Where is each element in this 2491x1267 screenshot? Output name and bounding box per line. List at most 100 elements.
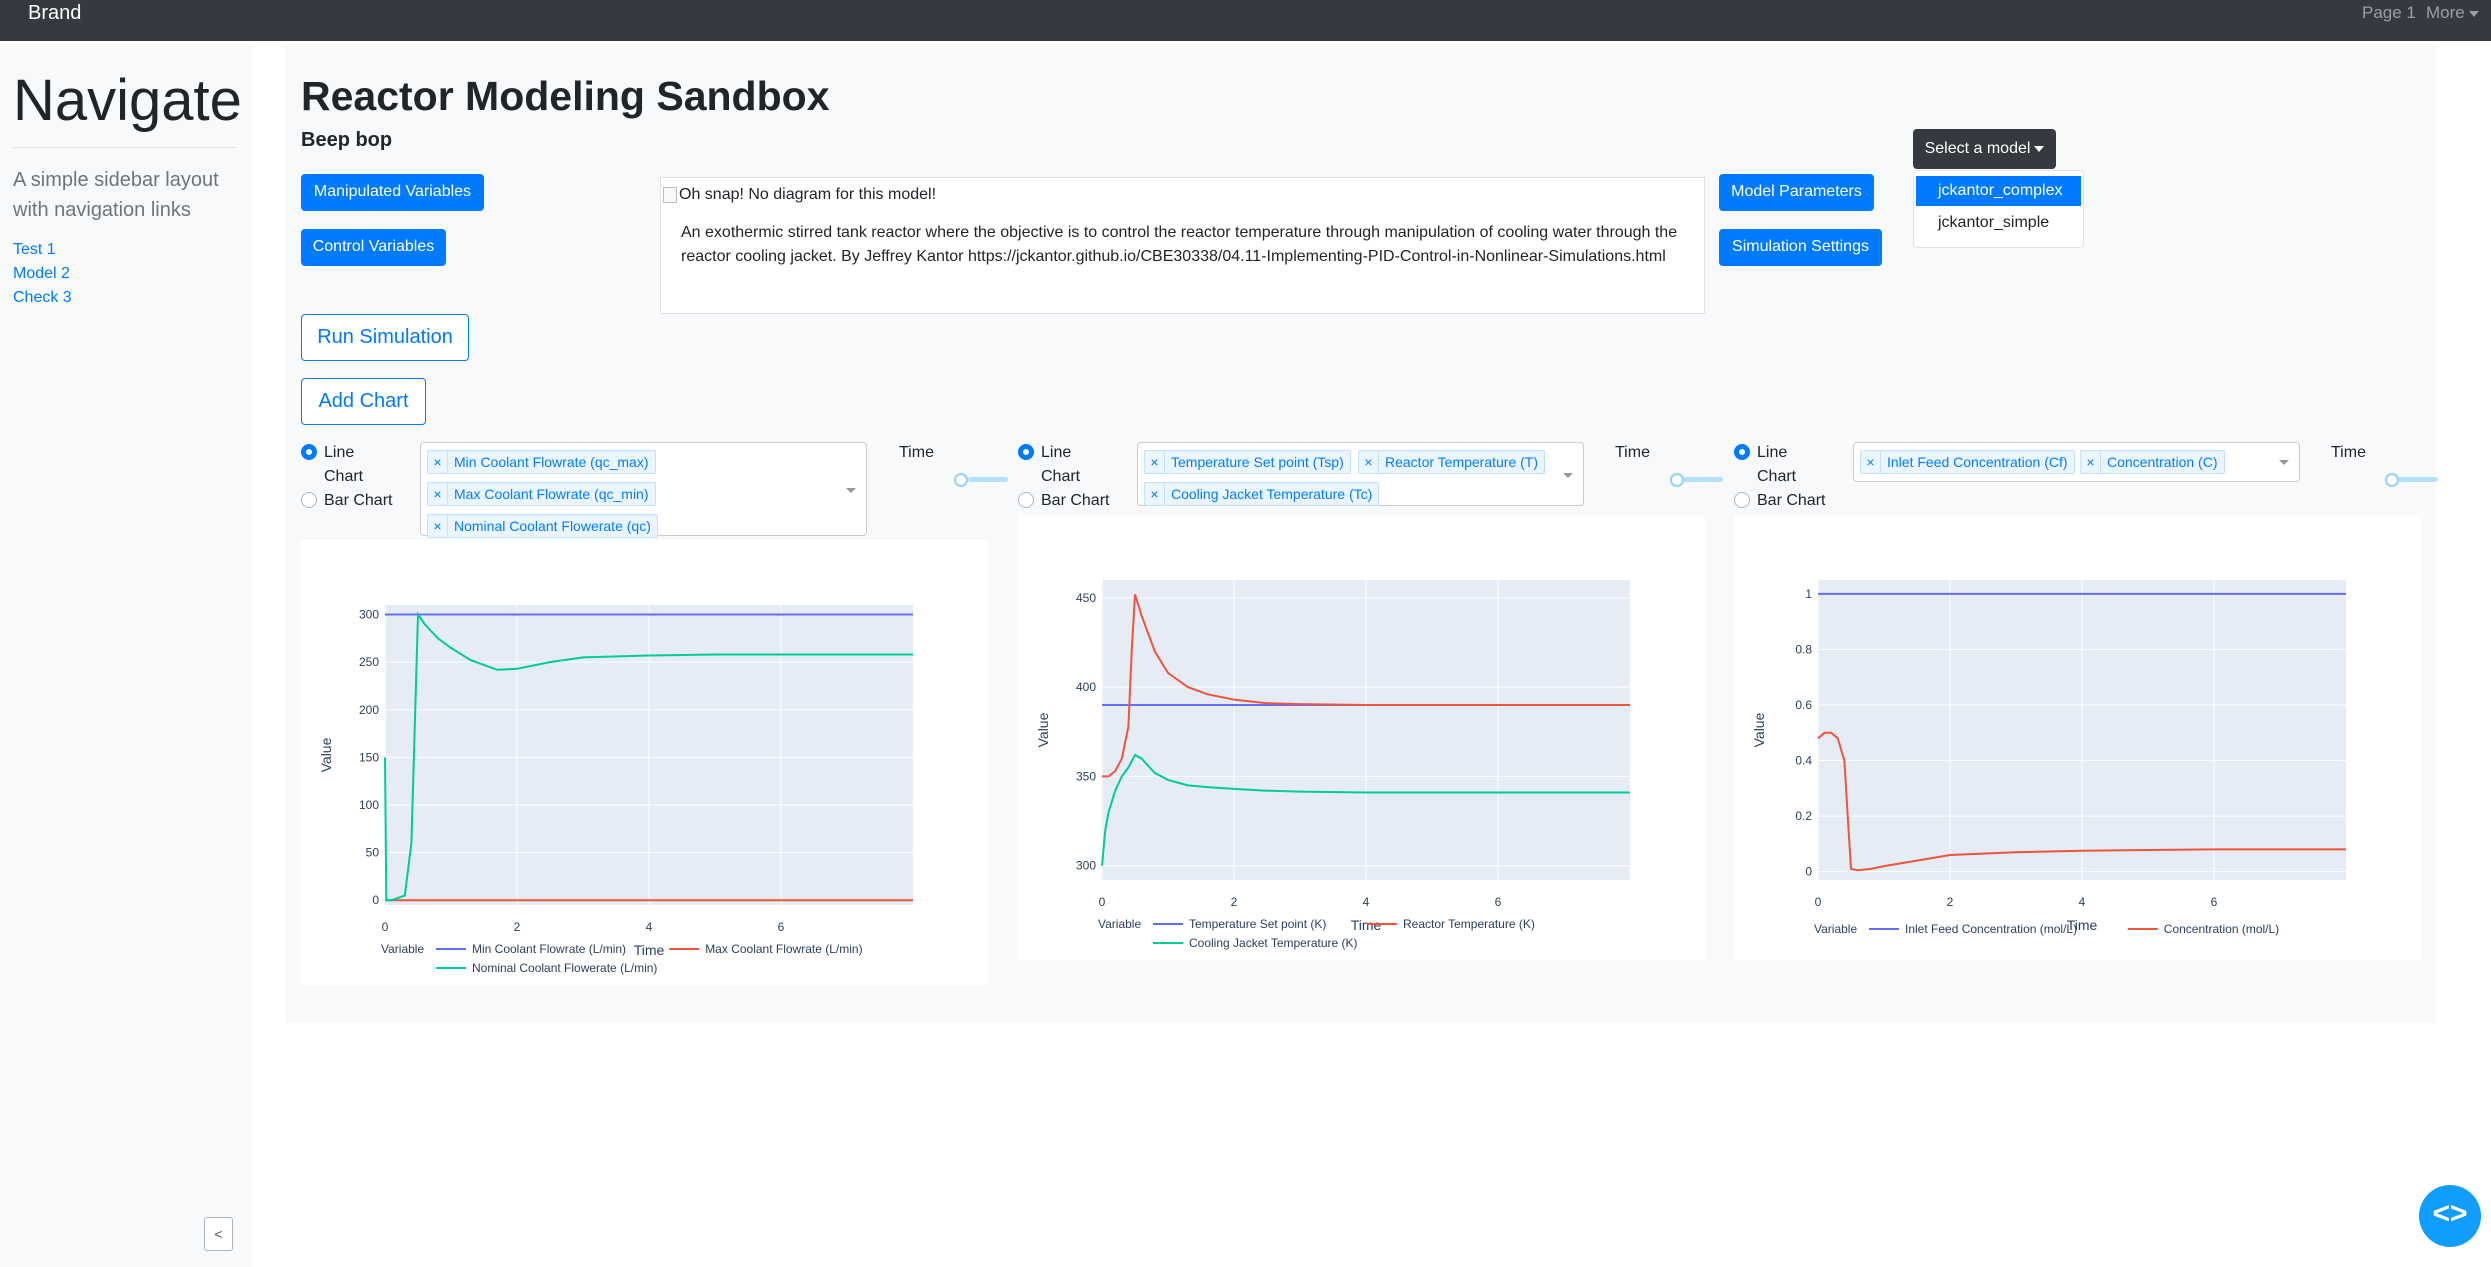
legend-item-label[interactable]: Max Coolant Flowrate (L/min) (705, 942, 862, 956)
radio-bar-label-2: Bar Chart (1041, 492, 1110, 509)
variable-tag[interactable]: × Max Coolant Flowrate (qc_min) (427, 482, 656, 506)
remove-tag-icon[interactable]: × (1359, 451, 1379, 473)
radio-bar-chart-2[interactable] (1018, 492, 1034, 508)
x-tick-label: 4 (2079, 895, 2086, 909)
variable-tag[interactable]: × Nominal Coolant Flowerate (qc) (427, 514, 658, 538)
x-tick-label: 2 (1947, 895, 1954, 909)
variable-tag[interactable]: × Inlet Feed Concentration (Cf) (1860, 450, 2075, 474)
series-line-1[interactable] (1817, 731, 2346, 872)
y-tick-label: 100 (359, 798, 379, 812)
sidebar-link-test-1[interactable]: Test 1 (13, 241, 56, 258)
x-tick-label: 4 (646, 920, 653, 934)
manipulated-variables-button[interactable]: Manipulated Variables (301, 174, 484, 211)
variable-tag[interactable]: × Concentration (C) (2080, 450, 2225, 474)
x-tick-label: 2 (1231, 895, 1238, 909)
brand-link[interactable]: Brand (28, 2, 82, 24)
series-line-2[interactable] (384, 611, 913, 902)
remove-tag-icon[interactable]: × (1145, 483, 1165, 505)
chevron-down-icon (2468, 10, 2479, 17)
model-parameters-button[interactable]: Model Parameters (1719, 174, 1874, 211)
page-subtitle: Beep bop (301, 129, 393, 151)
model-dropdown-menu: jckantor_complex jckantor_simple (1913, 170, 2084, 248)
x-tick-label: 0 (1099, 895, 1106, 909)
variable-tag[interactable]: × Min Coolant Flowrate (qc_max) (427, 450, 656, 474)
x-axis-label: Time (1351, 917, 1382, 933)
radio-bar-chart-3[interactable] (1734, 492, 1750, 508)
remove-tag-icon[interactable]: × (428, 515, 448, 537)
time-slider-label-1: Time (899, 444, 934, 461)
temperature-chart[interactable]: 0 2 4 6 300 350 400 450 Time Value Variable Tempera… (1018, 515, 1705, 960)
time-slider-handle-2[interactable] (1670, 473, 1684, 487)
chevron-down-icon[interactable] (2279, 460, 2289, 465)
y-tick-label: 1 (1805, 587, 1812, 601)
y-tick-label: 150 (359, 750, 379, 764)
diagram-alt-text: Oh snap! No diagram for this model! (679, 186, 937, 203)
legend-item-label[interactable]: Cooling Jacket Temperature (K) (1189, 936, 1358, 950)
nav-page1-link[interactable]: Page 1 (2362, 3, 2416, 22)
remove-tag-icon[interactable]: × (428, 483, 448, 505)
time-slider-track-3[interactable] (2398, 477, 2438, 482)
remove-tag-icon[interactable]: × (1145, 451, 1165, 473)
page-title: Reactor Modeling Sandbox (301, 73, 830, 119)
model-option-jckantor-complex[interactable]: jckantor_complex (1916, 176, 2081, 206)
sidebar-link-model-2[interactable]: Model 2 (13, 265, 70, 282)
variable-multiselect-2[interactable]: × Temperature Set point (Tsp) × Reactor Te… (1137, 442, 1584, 506)
radio-line-chart-3[interactable] (1734, 444, 1750, 460)
radio-line-chart-1[interactable] (301, 444, 317, 460)
model-option-jckantor-simple[interactable]: jckantor_simple (1938, 214, 2050, 231)
series-line-2[interactable] (1101, 753, 1630, 866)
legend-item-label[interactable]: Inlet Feed Concentration (mol/L) (1905, 922, 2077, 936)
radio-line-label-2: Line Chart (1041, 444, 1081, 485)
model-description: An exothermic stirred tank reactor where… (681, 224, 1678, 265)
variable-multiselect-1[interactable]: × Min Coolant Flowrate (qc_max) × Max Cool… (420, 442, 867, 538)
y-tick-label: 300 (359, 608, 379, 622)
run-simulation-button[interactable]: Run Simulation (301, 314, 469, 361)
radio-bar-chart-1[interactable] (301, 492, 317, 508)
simulation-settings-button[interactable]: Simulation Settings (1719, 229, 1882, 266)
remove-tag-icon[interactable]: × (2081, 451, 2101, 473)
chart-card-coolant: 0 2 4 6 0 50 100 150 200 250 300 Time Value Variable M… (301, 540, 988, 985)
remove-tag-icon[interactable]: × (1861, 451, 1881, 473)
coolant-flowrate-chart[interactable]: 0 2 4 6 0 50 100 150 200 250 300 Time Value Variable M… (301, 540, 988, 985)
variable-multiselect-3[interactable]: × Inlet Feed Concentration (Cf) × Concentr… (1853, 442, 2300, 482)
legend-item-label[interactable]: Concentration (mol/L) (2164, 922, 2279, 936)
x-tick-label: 6 (1495, 895, 1502, 909)
sidebar-divider (13, 147, 236, 148)
variable-tag[interactable]: × Temperature Set point (Tsp) (1144, 450, 1351, 474)
nav-more-label: More (2426, 3, 2465, 22)
series-line-1[interactable] (1102, 594, 1630, 778)
sidebar-collapse-button[interactable]: < (204, 1217, 233, 1251)
time-slider-track-2[interactable] (1683, 477, 1723, 482)
diagram-image: Oh snap! No diagram for this model! (663, 186, 936, 204)
radio-line-chart-2[interactable] (1018, 444, 1034, 460)
x-tick-label: 4 (1363, 895, 1370, 909)
y-axis-label: Value (1035, 712, 1051, 747)
remove-tag-icon[interactable]: × (428, 451, 448, 473)
add-chart-button[interactable]: Add Chart (301, 378, 426, 425)
select-model-dropdown[interactable]: Select a model (1913, 129, 2056, 169)
variable-tag[interactable]: × Cooling Jacket Temperature (Tc) (1144, 482, 1380, 506)
y-tick-label: 0.4 (1795, 754, 1812, 768)
legend-item-label[interactable]: Nominal Coolant Flowerate (L/min) (472, 961, 657, 975)
radio-bar-label-3: Bar Chart (1757, 492, 1826, 509)
y-axis-label: Value (1751, 712, 1767, 747)
legend-item-label[interactable]: Reactor Temperature (K) (1403, 917, 1535, 931)
y-tick-label: 0.2 (1795, 809, 1812, 823)
chevron-down-icon[interactable] (1563, 473, 1573, 478)
time-slider-handle-1[interactable] (954, 473, 968, 487)
select-model-label: Select a model (1924, 140, 2031, 157)
time-slider-track-1[interactable] (968, 477, 1008, 482)
chevron-down-icon[interactable] (846, 488, 856, 493)
main-panel: Reactor Modeling Sandbox Beep bop Manipu… (285, 45, 2438, 1023)
nav-more-dropdown[interactable]: More (2426, 3, 2479, 23)
y-tick-label: 200 (359, 703, 379, 717)
legend-item-label[interactable]: Min Coolant Flowrate (L/min) (472, 942, 626, 956)
code-toggle-button[interactable]: <> (2419, 1185, 2481, 1247)
control-variables-button[interactable]: Control Variables (301, 229, 446, 266)
concentration-chart[interactable]: 0 2 4 6 0 0.2 0.4 0.6 0.8 1 Time Value Variable Inlet… (1734, 515, 2421, 960)
sidebar-link-check-3[interactable]: Check 3 (13, 289, 72, 306)
variable-tag[interactable]: × Reactor Temperature (T) (1358, 450, 1546, 474)
y-axis-label: Value (318, 737, 334, 772)
time-slider-handle-3[interactable] (2385, 473, 2399, 487)
legend-item-label[interactable]: Temperature Set point (K) (1189, 917, 1326, 931)
